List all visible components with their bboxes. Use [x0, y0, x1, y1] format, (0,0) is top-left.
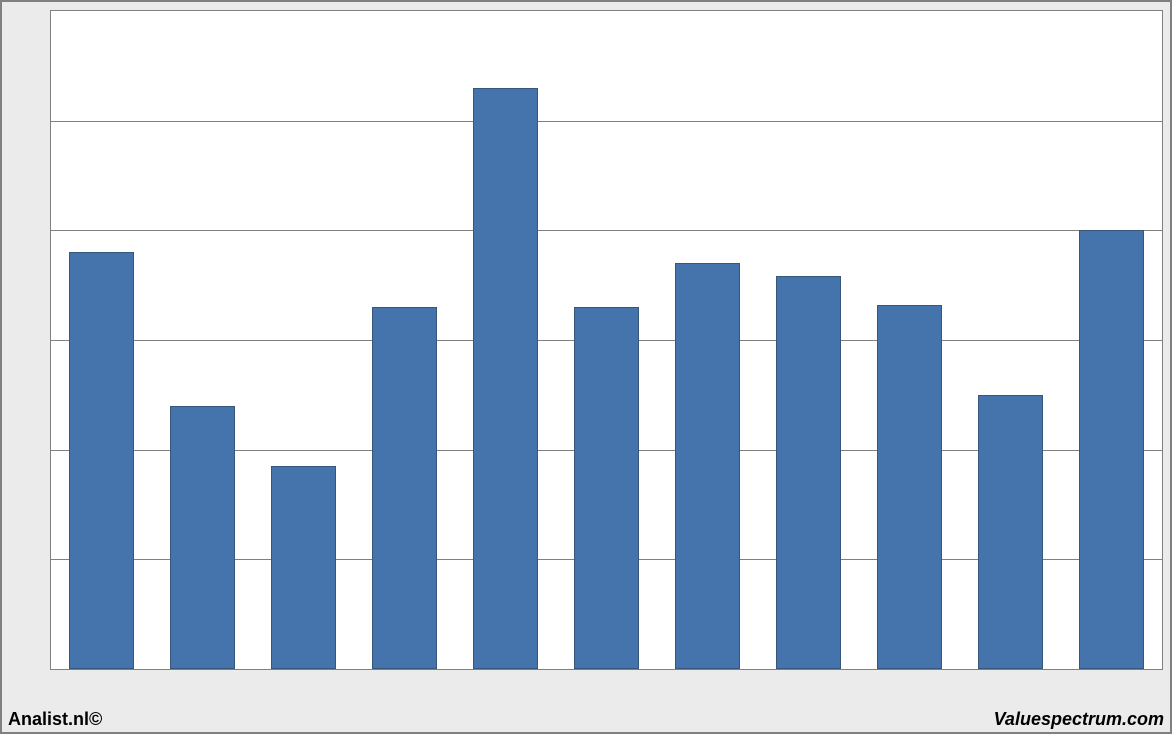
bar: [776, 276, 841, 669]
bar: [271, 466, 336, 669]
footer-left: Analist.nl©: [8, 709, 102, 730]
chart-frame: 0102030405060200720082009201020112012201…: [0, 0, 1172, 734]
bar: [69, 252, 134, 669]
bar: [978, 395, 1043, 669]
footer-right: Valuespectrum.com: [994, 709, 1164, 730]
gridline: [51, 230, 1162, 231]
bar: [574, 307, 639, 669]
gridline: [51, 121, 1162, 122]
bar: [473, 88, 538, 669]
bar: [1079, 230, 1144, 669]
bar: [877, 305, 942, 669]
plot-area: 0102030405060200720082009201020112012201…: [50, 10, 1163, 670]
bar: [170, 406, 235, 669]
bar: [675, 263, 740, 669]
bar: [372, 307, 437, 669]
